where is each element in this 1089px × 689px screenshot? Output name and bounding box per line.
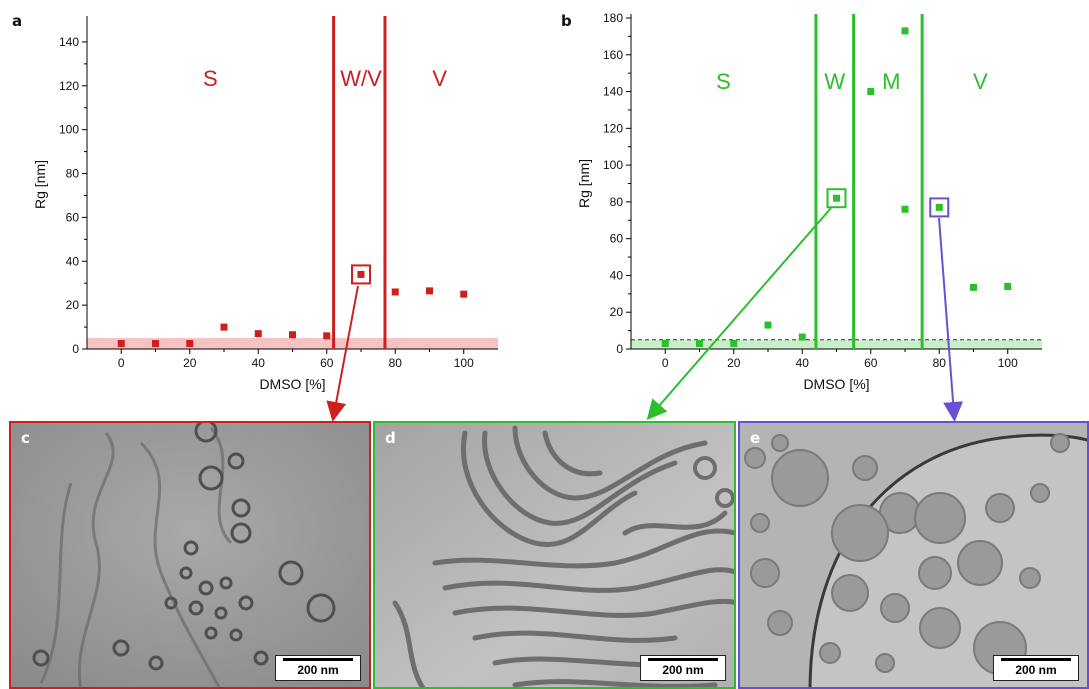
chart-b-point-9 xyxy=(935,203,943,211)
chart-b-y-tick-label-3: 60 xyxy=(610,232,624,246)
chart-b-point-5 xyxy=(833,194,840,202)
chart-a-point-5 xyxy=(289,331,296,339)
chart-b-y-tick-label-2: 40 xyxy=(610,268,624,282)
chart-b-y-axis-label: Rg [nm] xyxy=(576,159,592,208)
chart-a-x-tick-label-1: 20 xyxy=(183,356,197,370)
micrograph-c: c 200 nm xyxy=(9,421,371,689)
chart-a-y-tick-label-7: 140 xyxy=(59,35,79,49)
chart-b-point-10 xyxy=(970,283,977,291)
chart-a-y-tick-label-6: 120 xyxy=(59,79,79,93)
scale-bar-d-line xyxy=(648,658,718,661)
micrograph-c-label: c xyxy=(21,429,30,447)
chart-a-point-2 xyxy=(186,340,194,348)
chart-b-point-1 xyxy=(696,339,703,347)
chart-b-highlight-box-1 xyxy=(929,197,950,218)
scale-bar-d: 200 nm xyxy=(640,655,726,681)
chart-a-point-0 xyxy=(117,340,125,348)
scale-bar-e-text: 200 nm xyxy=(1015,663,1057,677)
chart-a-x-axis-label: DMSO [%] xyxy=(259,376,325,392)
chart-b-point-0 xyxy=(661,339,669,347)
chart-b-y-tick-label-5: 100 xyxy=(603,158,623,172)
chart-b-point-2 xyxy=(730,339,738,347)
chart-a-y-tick-label-4: 80 xyxy=(66,167,80,181)
chart-a-region-label-2: V xyxy=(432,66,447,91)
chart-a-point-3 xyxy=(220,323,228,331)
chart-a-region-label-1: W/V xyxy=(340,66,382,91)
chart-a-x-tick-label-0: 0 xyxy=(118,356,125,370)
chart-b-region-label-3: V xyxy=(973,69,988,94)
chart-a-point-6 xyxy=(323,332,331,340)
chart-a-point-4 xyxy=(254,330,262,338)
chart-a-y-tick-label-3: 60 xyxy=(66,210,80,224)
chart-a-point-9 xyxy=(426,287,433,295)
micrograph-e-label: e xyxy=(750,429,761,447)
chart-a-point-1 xyxy=(152,340,159,348)
chart-b-region-label-0: S xyxy=(716,69,731,94)
chart-a: 0 20 40 60 80 100 120 140 0 20 40 60 80 100 DMSO [%] Rg… xyxy=(32,16,498,392)
chart-b-point-6 xyxy=(867,88,875,96)
chart-a-y-axis-label: Rg [nm] xyxy=(32,160,48,209)
chart-b-noise-band xyxy=(631,339,1042,349)
chart-b-point-8 xyxy=(901,205,909,213)
chart-b-x-tick-label-4: 80 xyxy=(933,356,947,370)
chart-b-highlight-box-0 xyxy=(826,188,847,209)
panel-a-letter: a xyxy=(12,12,23,30)
chart-b-region-label-1: W xyxy=(824,69,845,94)
chart-b-x-tick-label-3: 60 xyxy=(864,356,878,370)
chart-b-x-tick-label-5: 100 xyxy=(998,356,1018,370)
chart-a-y-tick-label-0: 0 xyxy=(72,342,79,356)
scale-bar-d-text: 200 nm xyxy=(662,663,704,677)
chart-a-point-8 xyxy=(391,288,399,296)
chart-a-point-7 xyxy=(357,270,365,278)
chart-a-noise-band xyxy=(87,338,498,349)
scale-bar-e: 200 nm xyxy=(993,655,1079,681)
chart-a-point-10 xyxy=(460,290,468,298)
scale-bar-e-line xyxy=(1001,658,1071,661)
chart-b-y-tick-label-7: 140 xyxy=(603,85,623,99)
chart-a-y-tick-label-1: 20 xyxy=(66,298,80,312)
micrograph-e: e 200 nm xyxy=(738,421,1089,689)
chart-b-y-tick-label-9: 180 xyxy=(603,11,623,25)
chart-b-point-3 xyxy=(764,321,772,329)
chart-b-x-tick-label-1: 20 xyxy=(727,356,741,370)
chart-a-y-tick-label-5: 100 xyxy=(59,123,79,137)
chart-b-point-11 xyxy=(1004,282,1012,290)
micrograph-d: d 200 nm xyxy=(373,421,736,689)
scale-bar-c-text: 200 nm xyxy=(297,663,339,677)
chart-b-point-4 xyxy=(798,333,806,341)
chart-a-highlight-box-0 xyxy=(351,264,371,285)
chart-b-y-tick-label-8: 160 xyxy=(603,48,623,62)
chart-b-y-tick-label-1: 20 xyxy=(610,305,624,319)
chart-a-y-tick-label-2: 40 xyxy=(66,254,80,268)
chart-b-x-tick-label-0: 0 xyxy=(662,356,669,370)
chart-a-region-label-0: S xyxy=(203,66,218,91)
chart-b-x-tick-label-2: 40 xyxy=(796,356,810,370)
chart-b-x-axis-label: DMSO [%] xyxy=(803,376,869,392)
chart-a-x-tick-label-5: 100 xyxy=(454,356,474,370)
chart-a-x-tick-label-2: 40 xyxy=(252,356,266,370)
chart-a-x-tick-label-3: 60 xyxy=(320,356,334,370)
scale-bar-c-line xyxy=(283,658,353,661)
micrograph-d-label: d xyxy=(385,429,396,447)
chart-b-point-7 xyxy=(901,27,909,35)
panel-b-letter: b xyxy=(561,12,572,30)
chart-b: 0 20 40 60 80 100 120 140 160 180 0 20 40 60 80 100 DMSO… xyxy=(576,11,1042,392)
scale-bar-c: 200 nm xyxy=(275,655,361,681)
chart-b-y-tick-label-0: 0 xyxy=(616,342,623,356)
chart-b-y-tick-label-6: 120 xyxy=(603,121,623,135)
chart-a-x-tick-label-4: 80 xyxy=(389,356,403,370)
chart-b-y-tick-label-4: 80 xyxy=(610,195,624,209)
chart-b-region-label-2: M xyxy=(882,69,900,94)
